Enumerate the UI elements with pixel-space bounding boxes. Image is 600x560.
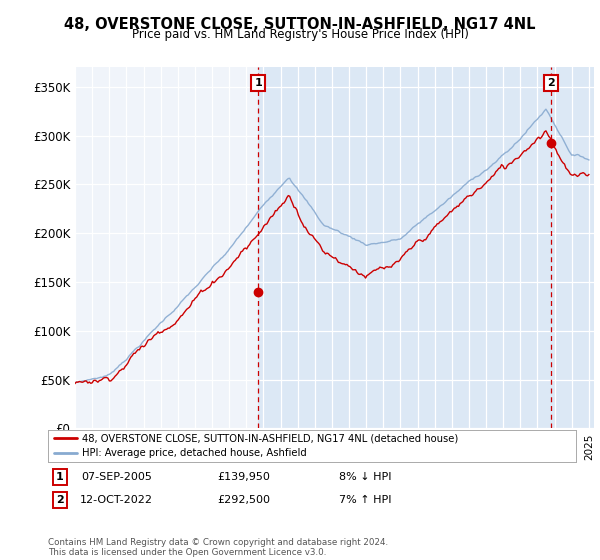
Text: 48, OVERSTONE CLOSE, SUTTON-IN-ASHFIELD, NG17 4NL (detached house): 48, OVERSTONE CLOSE, SUTTON-IN-ASHFIELD,… — [82, 433, 458, 444]
Text: Contains HM Land Registry data © Crown copyright and database right 2024.
This d: Contains HM Land Registry data © Crown c… — [48, 538, 388, 557]
Text: 2: 2 — [547, 78, 555, 88]
Text: £292,500: £292,500 — [217, 495, 270, 505]
Text: Price paid vs. HM Land Registry's House Price Index (HPI): Price paid vs. HM Land Registry's House … — [131, 28, 469, 41]
Text: 12-OCT-2022: 12-OCT-2022 — [80, 495, 153, 505]
Text: HPI: Average price, detached house, Ashfield: HPI: Average price, detached house, Ashf… — [82, 448, 307, 458]
Text: 1: 1 — [56, 472, 64, 482]
Text: 7% ↑ HPI: 7% ↑ HPI — [338, 495, 391, 505]
Text: 48, OVERSTONE CLOSE, SUTTON-IN-ASHFIELD, NG17 4NL: 48, OVERSTONE CLOSE, SUTTON-IN-ASHFIELD,… — [64, 17, 536, 32]
Text: 1: 1 — [254, 78, 262, 88]
Bar — [258, 67, 600, 428]
Text: 07-SEP-2005: 07-SEP-2005 — [81, 472, 152, 482]
Text: 8% ↓ HPI: 8% ↓ HPI — [338, 472, 391, 482]
Text: 2: 2 — [56, 495, 64, 505]
Text: £139,950: £139,950 — [217, 472, 270, 482]
